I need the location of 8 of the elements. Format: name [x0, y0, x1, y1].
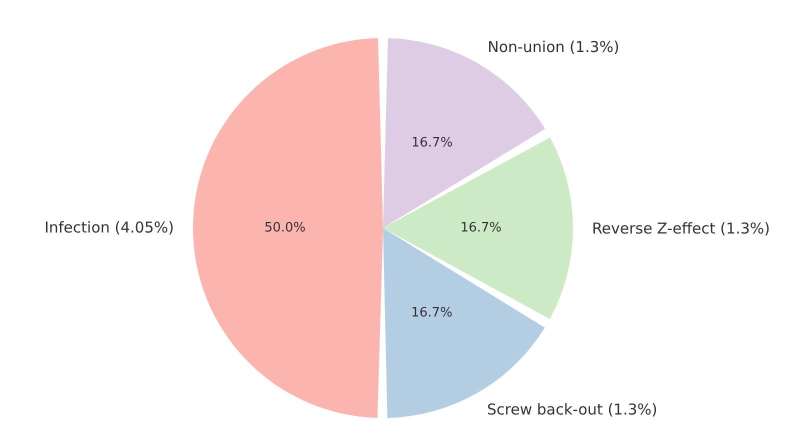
data-label: 16.7%	[460, 220, 502, 236]
data-label: 16.7%	[411, 136, 453, 151]
slice-label: Screw back-out (1.3%)	[487, 400, 658, 418]
data-label: 50.0%	[264, 220, 306, 236]
slice-label: Infection (4.05%)	[44, 218, 174, 237]
data-label: 16.7%	[411, 306, 452, 320]
slice-label: Non-union (1.3%)	[488, 38, 620, 56]
slice-label: Reverse Z-effect (1.3%)	[592, 219, 770, 238]
